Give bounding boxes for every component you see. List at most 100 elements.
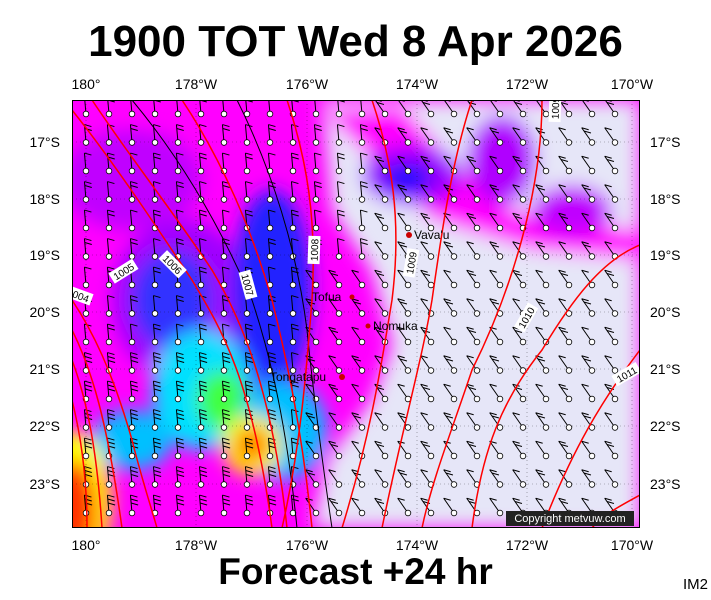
wind-barb [397,212,412,232]
wind-barb [420,155,435,175]
place-vavau: Vava'u [406,228,449,242]
wind-barb [558,155,573,175]
svg-text:1009: 1009 [551,100,563,119]
wind-barb [105,238,115,260]
wind-barb [374,269,389,289]
wind-barb [266,152,276,175]
wind-barb [466,383,481,403]
wind-barb [374,184,389,203]
wind-barb [328,269,343,289]
wind-barb [289,152,299,175]
wind-barb [489,497,504,517]
wind-barb [197,323,207,346]
wind-barb [512,469,527,488]
wind-barb [128,380,139,403]
wind-barb [604,326,619,346]
wind-barb [197,152,207,175]
wind-barb [105,152,115,175]
wind-barb [443,383,458,403]
wind-barb [151,238,161,260]
lon-label-176w: 176°W [285,76,329,92]
wind-barb [197,100,207,118]
wind-barb [351,269,366,289]
wind-barb [397,269,412,289]
wind-barb [82,152,92,175]
svg-text:1009: 1009 [405,251,420,275]
wind-barb [604,269,619,289]
lat-label-22s: 22°S [29,418,60,434]
wind-barb [128,295,138,317]
wind-barb [604,212,619,232]
wind-barb [174,100,182,118]
wind-barb [128,209,138,232]
wind-barb [535,212,550,232]
lat-label-right-19s: 19°S [650,247,681,263]
wind-barb [351,298,366,317]
wind-barb [220,437,231,460]
isobar-label-1004: 1004 [72,284,94,306]
wind-barb [397,184,412,203]
wind-barb [305,440,320,460]
wind-barb [328,497,343,517]
wind-barb [266,466,277,488]
wind-barb [374,326,389,346]
wind-barb [105,494,116,517]
wind-barb [535,469,550,488]
wind-barb [305,412,320,431]
wind-barb [358,100,366,118]
place-tofua: Tofua [312,290,355,304]
wind-barb [420,383,435,403]
wind-barb [535,298,550,317]
wind-barb [289,181,299,203]
wind-barb [489,184,504,203]
lat-label-right-18s: 18°S [650,191,681,207]
wind-barb [420,127,435,146]
wind-barb [512,355,527,374]
wind-barb [266,124,276,146]
wind-barb [512,241,527,260]
wind-barb [604,241,619,260]
wind-barb [466,269,481,289]
wind-barb [512,184,527,203]
wind-barb [489,469,504,488]
wind-barb [535,412,550,431]
wind-barb [443,326,458,346]
wind-barb [289,295,299,317]
wind-barb [151,323,161,346]
wind-barb [581,155,596,175]
wind-barb [220,352,231,374]
wind-barb [443,497,458,517]
wind-barb [489,155,504,175]
wind-barb [420,241,435,260]
wind-barb [443,127,458,146]
wind-barb [604,155,619,175]
wind-barb [397,355,412,374]
wind-barb [358,209,368,232]
wind-barb [443,469,458,488]
wind-barb [266,266,276,289]
wind-barb [220,181,230,203]
wind-barb [335,238,345,260]
wind-barb [512,412,527,431]
wind-barb [151,181,161,203]
wind-barb [581,440,596,460]
wind-barb [489,412,504,431]
wind-barb [151,266,161,289]
wind-barb [420,440,435,460]
wind-barb [243,437,254,460]
lon-label-bottom-180: 180° [71,537,101,553]
wind-barb [466,355,481,374]
wind-barb [151,295,161,317]
wind-barb [328,440,343,460]
wind-barb [466,469,481,488]
lon-label-bottom-172w: 172°W [505,537,549,553]
wind-barb [581,326,596,346]
wind-barb [335,209,345,232]
place-nomuka: Nomuka [365,319,418,333]
wind-barb [374,440,389,460]
wind-barb [489,212,504,232]
wind-barb [266,295,276,317]
svg-text:Tofua: Tofua [312,290,342,304]
isobars [72,100,640,528]
lat-label-18s: 18°S [29,191,60,207]
